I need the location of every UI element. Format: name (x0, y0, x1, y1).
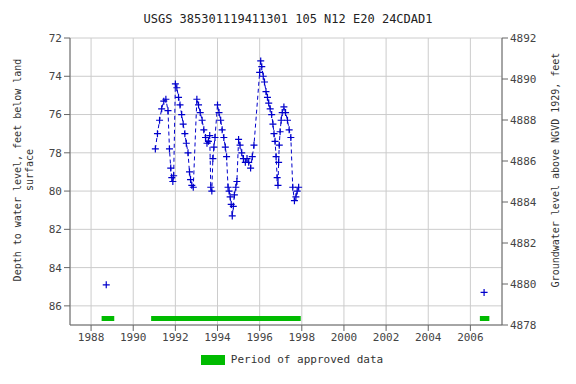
svg-text:4888: 4888 (510, 114, 537, 127)
svg-text:76: 76 (49, 108, 62, 121)
svg-text:84: 84 (49, 262, 63, 275)
svg-text:1994: 1994 (204, 331, 231, 344)
svg-text:74: 74 (49, 70, 63, 83)
svg-text:4880: 4880 (510, 278, 537, 291)
svg-text:72: 72 (49, 32, 62, 45)
svg-text:4892: 4892 (510, 32, 537, 45)
html-text:Period of approved data: Period of approved data (230, 353, 384, 366)
svg-text:2000: 2000 (331, 331, 358, 344)
svg-text:2002: 2002 (373, 331, 400, 344)
svg-text:1996: 1996 (246, 331, 273, 344)
svg-text:4886: 4886 (510, 155, 537, 168)
svg-text:4882: 4882 (510, 237, 537, 250)
html-text:USGS 385301119411301 105 N12 E: USGS 385301119411301 105 N12 E20 24CDAD1 (143, 12, 433, 26)
html-text:Depth to water level, feet bel: Depth to water level, feet below land su… (12, 58, 35, 282)
svg-text:4884: 4884 (510, 196, 537, 209)
svg-text:80: 80 (49, 185, 62, 198)
svg-text:1998: 1998 (289, 331, 316, 344)
svg-text:4890: 4890 (510, 73, 537, 86)
html-text:Groundwater level above NGVD 1: Groundwater level above NGVD 1929, feet (550, 52, 561, 288)
svg-text:2006: 2006 (457, 331, 484, 344)
svg-text:78: 78 (49, 147, 62, 160)
svg-text:2004: 2004 (415, 331, 442, 344)
svg-text:82: 82 (49, 223, 62, 236)
svg-text:1990: 1990 (120, 331, 147, 344)
svg-text:1988: 1988 (78, 331, 105, 344)
svg-text:86: 86 (49, 300, 62, 313)
svg-text:4878: 4878 (510, 319, 537, 332)
svg-text:1992: 1992 (162, 331, 189, 344)
